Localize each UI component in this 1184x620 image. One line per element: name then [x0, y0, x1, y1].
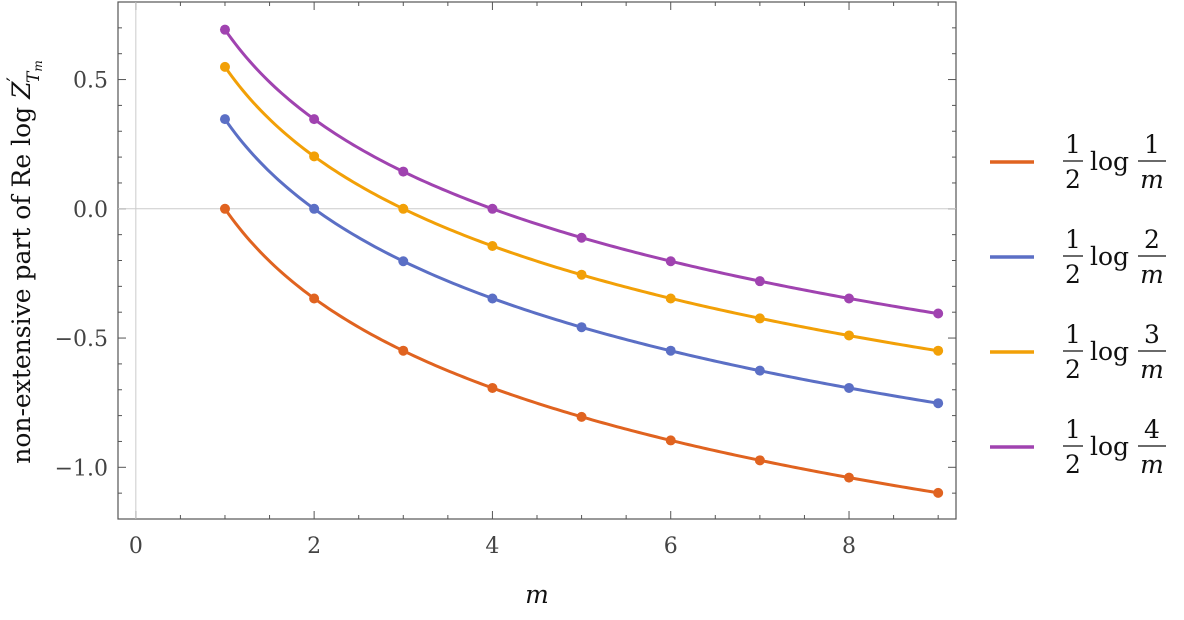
tick-labels: 0 2 4 6 8 −1.0 −0.5 0.0 0.5 [55, 69, 856, 559]
data-point [487, 203, 498, 214]
legend-fraction-denominator: m [1140, 450, 1164, 479]
legend-fraction-denominator: m [1140, 260, 1164, 289]
legend-fraction-denominator: m [1140, 355, 1164, 384]
data-point [844, 293, 855, 304]
data-point [219, 203, 230, 214]
legend-entry-2: 1 2 log 2 m [990, 225, 1166, 289]
y-axis-title-re: Re [7, 154, 36, 188]
data-point [398, 345, 409, 356]
y-axis-title: non-extensive part of Re log Z′Tm [2, 60, 45, 464]
legend-fraction-numerator: 1 [1144, 130, 1160, 159]
legend-entry-4: 1 2 log 4 m [990, 415, 1166, 479]
legend-fraction-denominator: m [1140, 165, 1164, 194]
data-point [309, 203, 320, 214]
legend-half-numerator: 1 [1065, 225, 1081, 254]
data-point [576, 322, 587, 333]
x-tick-label: 2 [307, 534, 321, 559]
y-tick-label: 0.5 [73, 69, 108, 94]
data-point [309, 293, 320, 304]
data-point [844, 472, 855, 483]
series-2 [219, 114, 944, 409]
data-point [754, 365, 765, 376]
data-point [665, 256, 676, 267]
series-line [223, 118, 939, 405]
legend-half-denominator: 2 [1065, 260, 1081, 289]
y-axis-title-subscript-m: m [31, 60, 45, 71]
data-point [398, 166, 409, 177]
data-point [576, 232, 587, 243]
data-point [576, 411, 587, 422]
data-point [933, 487, 944, 498]
data-point [398, 203, 409, 214]
legend-half-numerator: 1 [1065, 130, 1081, 159]
data-point [754, 276, 765, 287]
x-tick-label: 4 [485, 534, 499, 559]
data-point [933, 308, 944, 319]
data-point [933, 345, 944, 356]
y-axis-title-prefix: non-extensive part of [7, 187, 36, 463]
series-3 [219, 61, 944, 356]
series-4 [219, 24, 944, 319]
y-tick-label: 0.0 [73, 198, 108, 223]
legend-log: log [1090, 242, 1129, 271]
y-axis-title-z: Z [7, 81, 36, 100]
data-point [665, 293, 676, 304]
data-point [219, 24, 230, 35]
legend-half-denominator: 2 [1065, 165, 1081, 194]
legend-half-numerator: 1 [1065, 320, 1081, 349]
legend: 1 2 log 1 m 1 2 log 2 m 1 2 log 3 m 1 2 log 4 m [990, 130, 1166, 479]
data-point [754, 313, 765, 324]
data-point [219, 61, 230, 72]
legend-half-numerator: 1 [1065, 415, 1081, 444]
legend-entry-1: 1 2 log 1 m [990, 130, 1166, 194]
legend-log: log [1090, 147, 1129, 176]
data-point [665, 435, 676, 446]
legend-log: log [1090, 432, 1129, 461]
data-point [665, 345, 676, 356]
x-tick-label: 6 [664, 534, 678, 559]
x-tick-label: 8 [842, 534, 856, 559]
data-point [219, 114, 230, 125]
data-point [487, 382, 498, 393]
legend-half-denominator: 2 [1065, 450, 1081, 479]
data-point [398, 256, 409, 267]
data-point [309, 114, 320, 125]
x-axis-title: m [525, 580, 549, 609]
series-group [219, 24, 944, 498]
zero-reference-lines [118, 2, 956, 519]
legend-fraction-numerator: 3 [1144, 320, 1160, 349]
data-point [933, 398, 944, 409]
y-axis-title-prime: ′ [2, 76, 26, 81]
x-tick-label: 0 [129, 534, 143, 559]
data-point [487, 241, 498, 252]
data-point [487, 293, 498, 304]
y-tick-label: −0.5 [55, 327, 108, 352]
y-axis-title-subscript-t: T [24, 70, 44, 83]
series-1 [219, 203, 944, 498]
y-axis-title-log: log [7, 99, 36, 154]
legend-fraction-numerator: 4 [1144, 415, 1160, 444]
data-point [754, 455, 765, 466]
data-point [844, 382, 855, 393]
data-point [576, 269, 587, 280]
series-line [223, 207, 939, 495]
legend-entry-3: 1 2 log 3 m [990, 320, 1166, 384]
legend-log: log [1090, 337, 1129, 366]
data-point [844, 330, 855, 341]
data-point [309, 151, 320, 162]
legend-half-denominator: 2 [1065, 355, 1081, 384]
axis-ticks [118, 1, 956, 520]
legend-fraction-numerator: 2 [1144, 225, 1160, 254]
y-tick-label: −1.0 [55, 456, 108, 481]
